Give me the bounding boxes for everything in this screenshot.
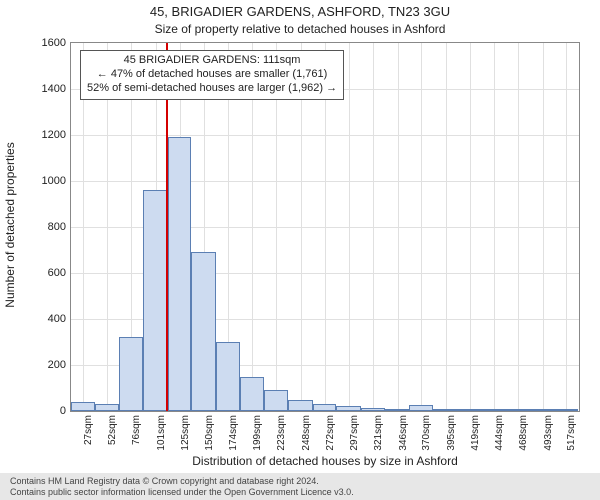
- info-box-line3: 52% of semi-detached houses are larger (…: [87, 82, 337, 96]
- ytick-label: 400: [48, 313, 66, 325]
- ytick-label: 1200: [42, 129, 66, 141]
- xtick-label: 370sqm: [421, 415, 432, 457]
- xtick-label: 199sqm: [252, 415, 263, 457]
- ytick-label: 200: [48, 359, 66, 371]
- xtick-label: 150sqm: [204, 415, 215, 457]
- histogram-bar: [530, 409, 555, 411]
- page-title: 45, BRIGADIER GARDENS, ASHFORD, TN23 3GU: [0, 4, 600, 19]
- footer-line2: Contains public sector information licen…: [10, 487, 594, 497]
- ytick-label: 1400: [42, 83, 66, 95]
- histogram-bar: [313, 404, 337, 411]
- xtick-label: 468sqm: [518, 415, 529, 457]
- attribution-footer: Contains HM Land Registry data © Crown c…: [0, 473, 600, 500]
- xtick-label: 272sqm: [325, 415, 336, 457]
- ytick-label: 0: [60, 405, 66, 417]
- xtick-label: 297sqm: [349, 415, 360, 457]
- histogram-bar: [288, 400, 313, 412]
- info-box-line1: 45 BRIGADIER GARDENS: 111sqm: [87, 54, 337, 68]
- gridline-v: [421, 43, 422, 411]
- histogram-bar: [554, 409, 578, 411]
- xtick-label: 395sqm: [446, 415, 457, 457]
- histogram-bar: [95, 404, 120, 411]
- gridline-v: [373, 43, 374, 411]
- chart-root: 45, BRIGADIER GARDENS, ASHFORD, TN23 3GU…: [0, 0, 600, 500]
- histogram-bar: [458, 409, 482, 411]
- xtick-label: 517sqm: [566, 415, 577, 457]
- info-box: 45 BRIGADIER GARDENS: 111sqm ← 47% of de…: [80, 50, 344, 100]
- histogram-bar: [481, 409, 506, 411]
- xtick-label: 223sqm: [276, 415, 287, 457]
- histogram-bar: [216, 342, 240, 411]
- ytick-label: 800: [48, 221, 66, 233]
- xtick-label: 493sqm: [543, 415, 554, 457]
- xtick-label: 419sqm: [470, 415, 481, 457]
- gridline-v: [398, 43, 399, 411]
- histogram-bar: [264, 390, 288, 411]
- ytick-label: 1000: [42, 175, 66, 187]
- histogram-bar: [433, 409, 458, 411]
- xtick-label: 101sqm: [156, 415, 167, 457]
- xtick-label: 321sqm: [373, 415, 384, 457]
- histogram-bar: [168, 137, 192, 411]
- xtick-label: 27sqm: [83, 415, 94, 457]
- gridline-v: [494, 43, 495, 411]
- histogram-bar: [385, 409, 410, 411]
- histogram-bar: [143, 190, 168, 411]
- histogram-bar: [71, 402, 95, 411]
- gridline-v: [349, 43, 350, 411]
- gridline-v: [518, 43, 519, 411]
- histogram-bar: [191, 252, 216, 411]
- y-axis-label: Number of detached properties: [3, 142, 17, 307]
- histogram-bar: [506, 409, 530, 411]
- gridline-v: [543, 43, 544, 411]
- xtick-label: 248sqm: [301, 415, 312, 457]
- histogram-bar: [361, 408, 385, 411]
- ytick-label: 1600: [42, 37, 66, 49]
- gridline-v: [566, 43, 567, 411]
- chart-subtitle: Size of property relative to detached ho…: [0, 22, 600, 36]
- histogram-bar: [119, 337, 143, 411]
- xtick-label: 76sqm: [131, 415, 142, 457]
- xtick-label: 346sqm: [398, 415, 409, 457]
- xtick-label: 125sqm: [180, 415, 191, 457]
- xtick-label: 444sqm: [494, 415, 505, 457]
- gridline-v: [470, 43, 471, 411]
- xtick-label: 52sqm: [107, 415, 118, 457]
- info-box-line2: ← 47% of detached houses are smaller (1,…: [87, 68, 337, 82]
- footer-line1: Contains HM Land Registry data © Crown c…: [10, 476, 594, 486]
- histogram-bar: [336, 406, 361, 411]
- histogram-bar: [409, 405, 433, 411]
- histogram-bar: [240, 377, 265, 412]
- ytick-label: 600: [48, 267, 66, 279]
- xtick-label: 174sqm: [228, 415, 239, 457]
- gridline-v: [446, 43, 447, 411]
